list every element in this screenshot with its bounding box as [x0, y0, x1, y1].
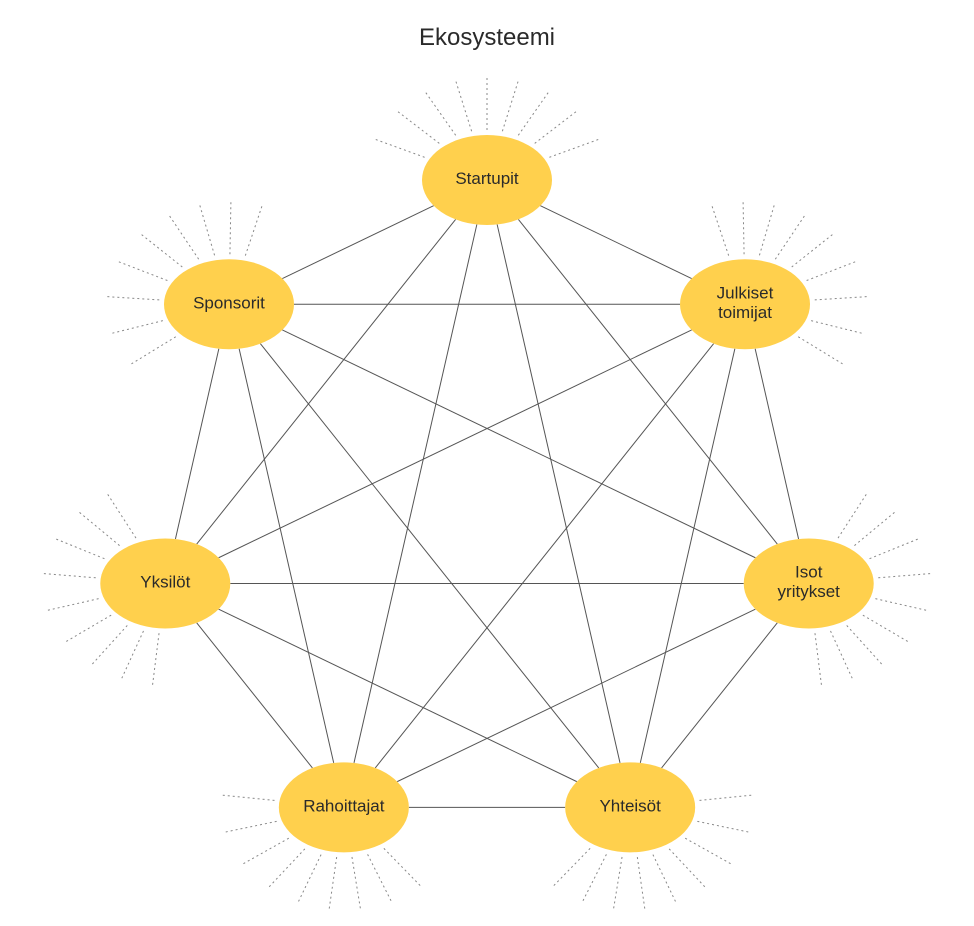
node-ray — [875, 599, 929, 611]
node-ray — [116, 261, 167, 281]
node-yhteisot: Yhteisöt — [565, 762, 695, 852]
nodes-layer: Startupit Julkisettoimijat Isotyritykset Yh… — [100, 135, 873, 852]
node-ray — [241, 838, 289, 865]
node-ray — [798, 337, 845, 366]
edge — [219, 609, 577, 781]
node-shape — [744, 538, 874, 628]
node-shape — [565, 762, 695, 852]
node-ray — [121, 631, 144, 681]
node-ray — [352, 857, 361, 911]
node-shape — [422, 135, 552, 225]
edge — [497, 224, 620, 762]
edge — [640, 349, 735, 763]
node-shape — [164, 259, 294, 349]
node-ray — [697, 821, 751, 832]
edge — [662, 623, 778, 768]
node-shape — [279, 762, 409, 852]
node-ray — [549, 138, 601, 157]
node-shape — [680, 259, 810, 349]
node-ray — [669, 849, 707, 889]
ecosystem-diagram: Startupit Julkisettoimijat Isotyritykset Yh… — [0, 0, 974, 926]
node-ray — [863, 615, 910, 643]
edge — [239, 349, 334, 763]
edge — [282, 206, 433, 279]
node-ray — [838, 492, 868, 538]
node-ray — [129, 337, 176, 366]
edge — [260, 344, 598, 768]
node-ray — [220, 795, 275, 800]
node-ray — [297, 855, 321, 905]
node-ray — [77, 510, 119, 545]
edge — [175, 349, 218, 539]
node-ray — [106, 492, 136, 538]
node-ray — [653, 855, 677, 905]
node-ray — [329, 857, 337, 911]
node-ray — [41, 573, 96, 577]
node-ray — [878, 573, 933, 577]
node-ray — [230, 199, 231, 254]
node-ray — [64, 615, 111, 643]
node-ray — [815, 296, 870, 299]
edge — [397, 609, 755, 781]
node-ray — [699, 795, 754, 800]
edge — [219, 330, 692, 558]
node-yksilot: Yksilöt — [100, 538, 230, 628]
node-ray — [743, 199, 744, 254]
node-ray — [685, 838, 733, 865]
node-ray — [637, 857, 645, 911]
node-sponsorit: Sponsorit — [164, 259, 294, 349]
node-ray — [199, 203, 215, 256]
node-ray — [168, 214, 199, 260]
node-ray — [245, 203, 263, 255]
node-ray — [759, 203, 775, 256]
edge — [354, 224, 477, 762]
node-ray — [109, 321, 162, 334]
node-ray — [396, 110, 440, 143]
node-ray — [384, 848, 422, 887]
node-ray — [807, 261, 858, 281]
node-ray — [267, 849, 305, 889]
node-ray — [45, 599, 99, 611]
node-ray — [518, 90, 550, 135]
node-ray — [831, 631, 854, 681]
node-ray — [815, 633, 822, 688]
node-ray — [139, 233, 182, 267]
node-ray — [792, 233, 835, 267]
edge — [375, 344, 713, 768]
node-julkiset: Julkisettoimijat — [680, 259, 810, 349]
node-ray — [152, 633, 159, 688]
node-ray — [711, 203, 729, 255]
node-ray — [373, 138, 425, 157]
node-ray — [847, 625, 884, 666]
node-isot: Isotyritykset — [744, 538, 874, 628]
node-ray — [424, 90, 456, 135]
node-ray — [535, 110, 579, 143]
node-ray — [455, 79, 472, 131]
edge — [755, 349, 798, 539]
node-ray — [854, 510, 896, 545]
node-ray — [502, 79, 519, 131]
node-ray — [613, 857, 622, 911]
node-ray — [582, 854, 607, 903]
edge — [197, 623, 313, 768]
node-ray — [811, 321, 864, 334]
node-ray — [552, 848, 590, 887]
edge — [540, 206, 691, 279]
node-ray — [870, 538, 921, 559]
node-ray — [223, 821, 277, 832]
node-startupit: Startupit — [422, 135, 552, 225]
node-ray — [54, 538, 105, 559]
node-shape — [100, 538, 230, 628]
edge — [282, 330, 755, 558]
node-ray — [775, 214, 806, 260]
node-ray — [368, 854, 393, 903]
node-ray — [104, 296, 159, 299]
node-ray — [90, 625, 127, 666]
node-rahoittajat: Rahoittajat — [279, 762, 409, 852]
